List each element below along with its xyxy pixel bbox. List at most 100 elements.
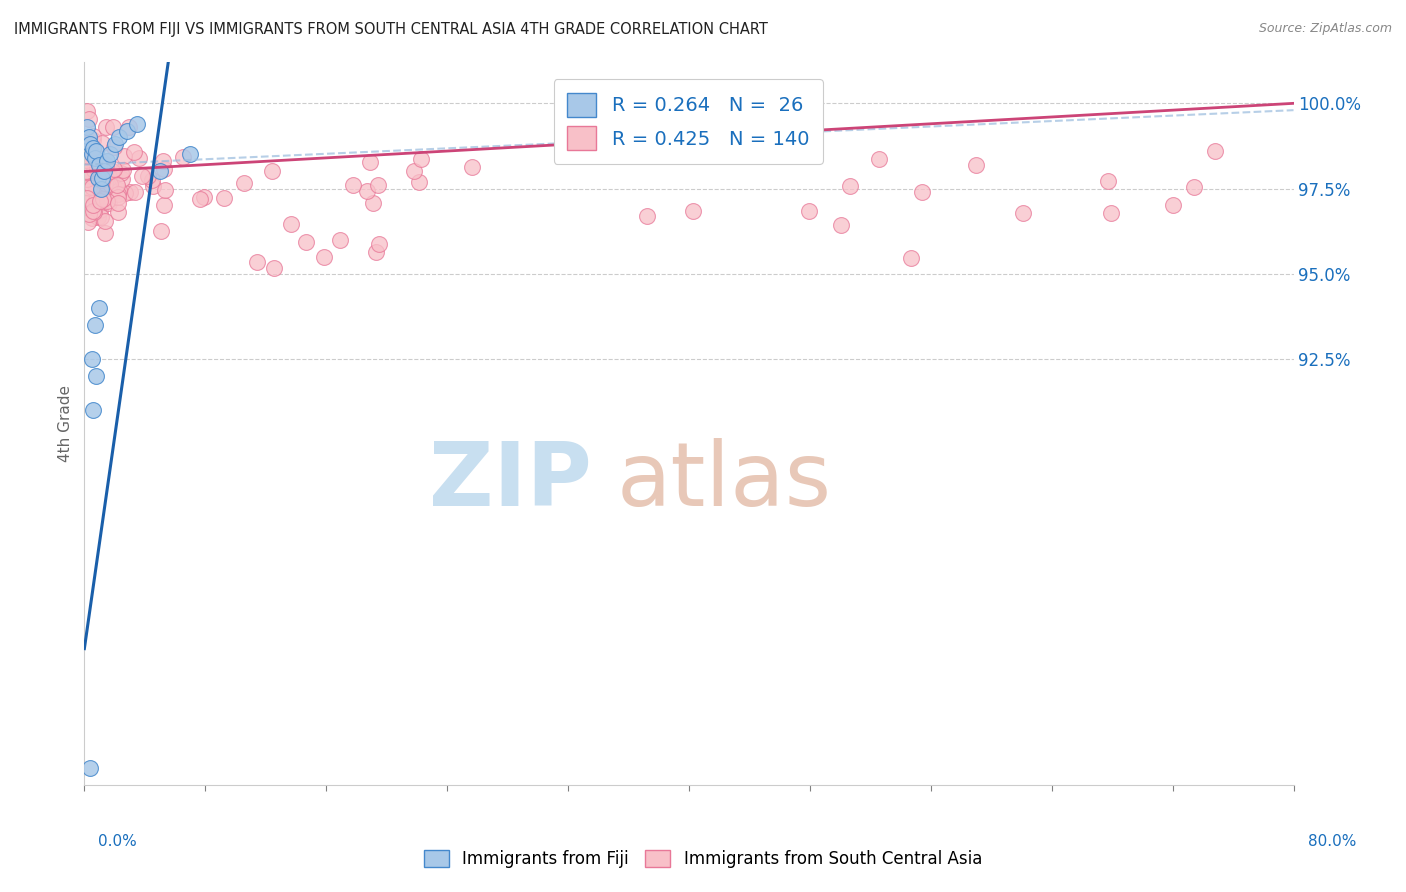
Point xyxy=(86,161,108,176)
Point xyxy=(75,196,97,211)
Point xyxy=(103,169,125,183)
Point xyxy=(96,194,118,208)
Point xyxy=(79,180,101,194)
Point xyxy=(260,163,283,178)
Point xyxy=(1012,206,1035,220)
Text: atlas: atlas xyxy=(616,438,831,525)
Point xyxy=(75,163,97,178)
Point xyxy=(94,163,117,178)
Point xyxy=(90,193,112,207)
Point xyxy=(342,178,364,192)
Point xyxy=(280,217,302,231)
Point xyxy=(149,224,172,238)
Point xyxy=(75,140,97,154)
Point xyxy=(89,194,111,208)
Point xyxy=(75,164,97,178)
Point xyxy=(80,180,103,194)
Point xyxy=(84,193,107,207)
Point xyxy=(100,177,122,191)
Point xyxy=(76,149,98,163)
Point xyxy=(115,123,138,137)
Point xyxy=(1182,180,1205,194)
Point xyxy=(356,184,378,198)
Point xyxy=(83,178,105,192)
Point xyxy=(75,131,97,145)
Point xyxy=(79,761,101,775)
Point xyxy=(193,190,215,204)
Point xyxy=(79,137,101,152)
Point xyxy=(716,108,738,122)
Point xyxy=(82,403,104,417)
Text: Source: ZipAtlas.com: Source: ZipAtlas.com xyxy=(1258,22,1392,36)
Point xyxy=(84,318,107,332)
Point xyxy=(76,172,98,186)
Point xyxy=(76,191,98,205)
Point xyxy=(408,175,430,189)
Point xyxy=(94,194,117,208)
Point xyxy=(79,157,101,171)
Point xyxy=(76,104,98,119)
Point xyxy=(329,233,352,247)
Point xyxy=(111,163,134,178)
Point xyxy=(82,211,104,226)
Point xyxy=(76,164,98,178)
Point xyxy=(98,196,121,211)
Point xyxy=(797,204,820,219)
Point xyxy=(104,137,127,152)
Point xyxy=(122,145,145,159)
Point xyxy=(1204,145,1226,159)
Point xyxy=(127,117,149,131)
Point xyxy=(105,178,128,192)
Point xyxy=(172,150,194,164)
Point xyxy=(91,192,114,206)
Point xyxy=(142,179,165,194)
Point xyxy=(94,120,117,134)
Point xyxy=(868,153,890,167)
Point xyxy=(101,120,124,134)
Point xyxy=(93,164,115,178)
Point xyxy=(89,203,111,218)
Point xyxy=(77,112,100,126)
Text: 0.0%: 0.0% xyxy=(98,834,138,849)
Point xyxy=(112,149,135,163)
Point xyxy=(179,147,201,161)
Point xyxy=(911,186,934,200)
Point xyxy=(312,250,335,264)
Point xyxy=(900,251,922,265)
Point xyxy=(80,147,103,161)
Point xyxy=(965,158,987,172)
Point xyxy=(76,149,98,163)
Point xyxy=(136,169,159,183)
Point xyxy=(131,169,153,184)
Point xyxy=(82,141,104,155)
Point xyxy=(114,186,136,200)
Point xyxy=(79,158,101,172)
Y-axis label: 4th Grade: 4th Grade xyxy=(58,385,73,462)
Point xyxy=(107,186,129,201)
Point xyxy=(1097,174,1119,188)
Point xyxy=(75,164,97,178)
Point xyxy=(96,158,118,172)
Text: 80.0%: 80.0% xyxy=(1309,834,1357,849)
Point xyxy=(98,147,121,161)
Point xyxy=(75,200,97,214)
Point xyxy=(82,133,104,147)
Point xyxy=(91,155,114,169)
Point xyxy=(111,172,134,186)
Point xyxy=(107,190,129,204)
Point xyxy=(839,179,862,194)
Point xyxy=(368,236,391,251)
Legend: Immigrants from Fiji, Immigrants from South Central Asia: Immigrants from Fiji, Immigrants from So… xyxy=(418,843,988,875)
Point xyxy=(295,235,318,249)
Text: IMMIGRANTS FROM FIJI VS IMMIGRANTS FROM SOUTH CENTRAL ASIA 4TH GRADE CORRELATION: IMMIGRANTS FROM FIJI VS IMMIGRANTS FROM … xyxy=(14,22,768,37)
Point xyxy=(188,192,211,206)
Point xyxy=(108,183,131,197)
Point xyxy=(83,163,105,178)
Point xyxy=(152,162,174,177)
Legend: R = 0.264   N =  26, R = 0.425   N = 140: R = 0.264 N = 26, R = 0.425 N = 140 xyxy=(554,79,823,164)
Point xyxy=(82,203,104,218)
Point xyxy=(89,301,111,315)
Point xyxy=(75,161,97,175)
Point xyxy=(90,210,112,224)
Point xyxy=(107,205,129,219)
